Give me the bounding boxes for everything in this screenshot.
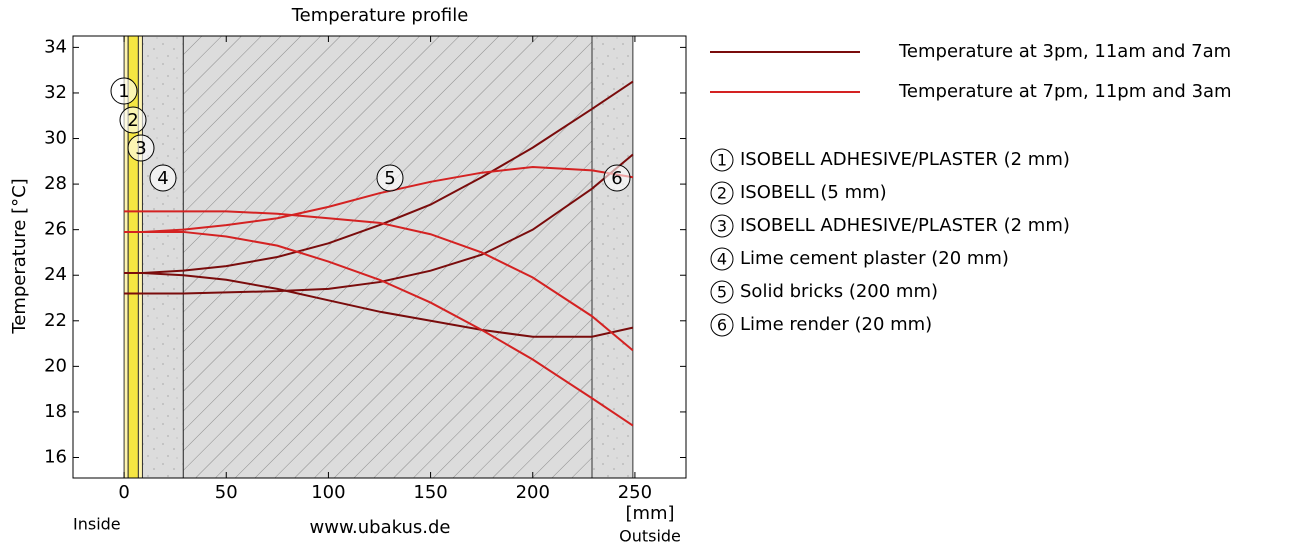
legend-badge-number: 5 xyxy=(717,283,727,302)
temperature-curve xyxy=(124,230,634,427)
y-tick-label: 34 xyxy=(44,36,67,57)
legend-badge-number: 4 xyxy=(717,250,727,269)
layer-badge xyxy=(603,164,631,192)
layer-badge-number: 5 xyxy=(384,168,395,189)
x-tick-label: 0 xyxy=(118,482,129,503)
legend-badge-number: 2 xyxy=(717,184,727,203)
layer-badge xyxy=(127,134,155,162)
legend-layer-name: ISOBELL ADHESIVE/PLASTER (2 mm) xyxy=(740,215,1070,236)
outside-label: Outside xyxy=(619,527,681,546)
layer xyxy=(141,35,184,479)
y-tick-label: 28 xyxy=(44,173,67,194)
temperature-curve xyxy=(124,153,634,295)
y-axis-label: Temperature [°C] xyxy=(9,178,30,334)
legend-layer-name: Lime render (20 mm) xyxy=(740,314,932,335)
legend-badge xyxy=(710,313,734,337)
legend-badge xyxy=(710,148,734,172)
legend-badge-number: 1 xyxy=(717,151,727,170)
legend-badge xyxy=(710,247,734,271)
layer-badge xyxy=(376,164,404,192)
layer-badge xyxy=(119,106,147,134)
temperature-curve xyxy=(124,271,634,338)
source: www.ubakus.de xyxy=(310,517,451,538)
temperature-curve xyxy=(124,80,634,274)
legend-badge xyxy=(710,214,734,238)
y-tick-label: 24 xyxy=(44,264,67,285)
x-tick-label: 100 xyxy=(311,482,345,503)
x-tick-label: 250 xyxy=(618,482,652,503)
legend-badge-number: 6 xyxy=(717,316,727,335)
y-tick-label: 20 xyxy=(44,355,67,376)
layer-badge-number: 3 xyxy=(135,138,146,159)
legend-layer-name: ISOBELL (5 mm) xyxy=(740,182,887,203)
legend-layer-name: Lime cement plaster (20 mm) xyxy=(740,248,1009,269)
layer xyxy=(182,35,593,479)
legend-badge xyxy=(710,181,734,205)
plot-frame xyxy=(72,35,687,479)
layer-badge-number: 2 xyxy=(127,110,138,131)
y-tick-label: 18 xyxy=(44,401,67,422)
temperature-curve xyxy=(124,166,634,233)
legend-layer-name: ISOBELL ADHESIVE/PLASTER (2 mm) xyxy=(740,149,1070,170)
layer-badge-number: 6 xyxy=(611,168,622,189)
layer-badge-number: 1 xyxy=(118,81,129,102)
legend-label: Temperature at 7pm, 11pm and 3am xyxy=(898,81,1232,102)
layer xyxy=(137,35,143,479)
legend-badge xyxy=(710,280,734,304)
temperature-curve xyxy=(124,210,634,352)
x-tick-label: 50 xyxy=(215,482,238,503)
x-unit: [mm] xyxy=(625,503,674,524)
layer-badge xyxy=(149,164,177,192)
y-tick-label: 32 xyxy=(44,82,67,103)
x-tick-label: 200 xyxy=(516,482,550,503)
y-tick-label: 26 xyxy=(44,219,67,240)
layer xyxy=(591,35,634,479)
legend-label: Temperature at 3pm, 11am and 7am xyxy=(898,41,1231,62)
x-tick-label: 150 xyxy=(413,482,447,503)
layer-badge-number: 4 xyxy=(157,168,168,189)
y-tick-label: 16 xyxy=(44,446,67,467)
layer-badge xyxy=(110,77,138,105)
y-tick-label: 22 xyxy=(44,310,67,331)
legend-layer-name: Solid bricks (200 mm) xyxy=(740,281,938,302)
y-tick-label: 30 xyxy=(44,128,67,149)
legend-badge-number: 3 xyxy=(717,217,727,236)
chart-title: Temperature profile xyxy=(291,5,469,26)
inside-label: Inside xyxy=(73,515,121,534)
